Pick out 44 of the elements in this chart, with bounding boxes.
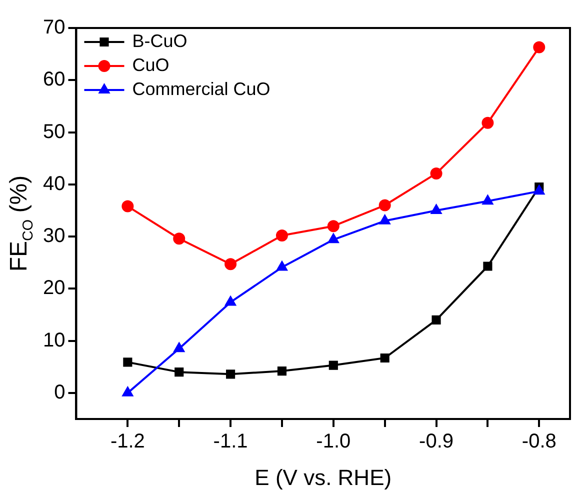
y-tick-label: 0 (54, 381, 66, 404)
y-tick-label: 70 (42, 16, 66, 39)
point (173, 232, 186, 245)
point (327, 220, 340, 232)
point (276, 261, 288, 271)
y-tick-label: 10 (42, 329, 66, 352)
y-tick-label: 20 (42, 277, 66, 300)
y-tick-label: 50 (42, 120, 66, 143)
point (225, 296, 236, 306)
point (534, 185, 544, 195)
point (328, 234, 339, 244)
legend-label: B-CuO (132, 30, 188, 51)
point (123, 358, 132, 367)
x-tick-label: -1.1 (213, 430, 248, 453)
point (483, 262, 492, 271)
y-axis-title: FECO (%) (6, 175, 36, 272)
x-tick-label: -1.2 (110, 430, 145, 453)
point (430, 204, 442, 214)
point (224, 258, 237, 270)
point (432, 315, 441, 324)
point (430, 167, 442, 180)
point (122, 386, 134, 396)
point (380, 214, 390, 224)
y-tick-label: 40 (42, 172, 66, 195)
point (533, 41, 546, 54)
legend-label: Commercial CuO (132, 78, 270, 99)
point (328, 360, 338, 370)
point (378, 199, 391, 212)
point (482, 116, 494, 129)
y-tick-label: 60 (42, 68, 66, 91)
point (380, 353, 390, 363)
point (174, 368, 184, 377)
x-tick-label: -0.9 (419, 430, 454, 453)
x-tick-label: -1.0 (316, 430, 351, 453)
y-tick-label: 30 (42, 225, 66, 248)
point (276, 229, 288, 242)
legend-label: CuO (132, 54, 170, 75)
x-tick-label: -0.8 (522, 430, 556, 453)
x-axis-title: E (V vs. RHE) (254, 465, 392, 490)
point (277, 366, 287, 376)
point (482, 195, 494, 205)
point (174, 342, 184, 352)
point (226, 370, 236, 379)
point (122, 200, 134, 212)
